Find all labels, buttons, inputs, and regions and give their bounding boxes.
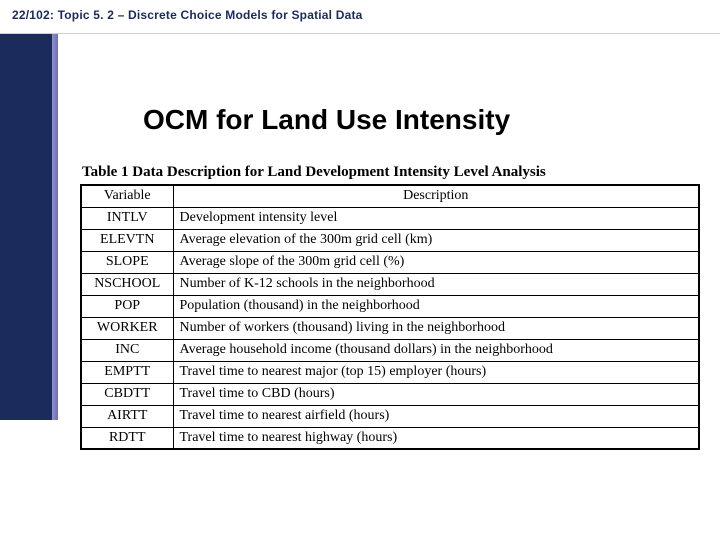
cell-variable: RDTT: [81, 427, 173, 449]
table-row: ELEVTN Average elevation of the 300m gri…: [81, 229, 699, 251]
cell-description: Travel time to nearest major (top 15) em…: [173, 361, 699, 383]
table-row: POP Population (thousand) in the neighbo…: [81, 295, 699, 317]
cell-description: Travel time to CBD (hours): [173, 383, 699, 405]
cell-description: Population (thousand) in the neighborhoo…: [173, 295, 699, 317]
cell-variable: CBDTT: [81, 383, 173, 405]
col-header-variable: Variable: [81, 185, 173, 207]
table-row: CBDTT Travel time to CBD (hours): [81, 383, 699, 405]
cell-description: Average slope of the 300m grid cell (%): [173, 251, 699, 273]
slide-title: OCM for Land Use Intensity: [143, 104, 510, 136]
cell-description: Travel time to nearest airfield (hours): [173, 405, 699, 427]
cell-description: Number of K-12 schools in the neighborho…: [173, 273, 699, 295]
col-header-description: Description: [173, 185, 699, 207]
cell-variable: EMPTT: [81, 361, 173, 383]
cell-variable: WORKER: [81, 317, 173, 339]
table-caption: Table 1 Data Description for Land Develo…: [80, 164, 700, 181]
cell-variable: ELEVTN: [81, 229, 173, 251]
slide-content: OCM for Land Use Intensity Table 1 Data …: [58, 34, 720, 540]
slide-header: 22/102: Topic 5. 2 – Discrete Choice Mod…: [0, 0, 720, 34]
table-row: INC Average household income (thousand d…: [81, 339, 699, 361]
cell-variable: POP: [81, 295, 173, 317]
table-row: NSCHOOL Number of K-12 schools in the ne…: [81, 273, 699, 295]
cell-description: Average household income (thousand dolla…: [173, 339, 699, 361]
cell-variable: NSCHOOL: [81, 273, 173, 295]
cell-description: Development intensity level: [173, 207, 699, 229]
table-row: AIRTT Travel time to nearest airfield (h…: [81, 405, 699, 427]
data-table: Variable Description INTLV Development i…: [80, 184, 700, 450]
cell-description: Average elevation of the 300m grid cell …: [173, 229, 699, 251]
table-header-row: Variable Description: [81, 185, 699, 207]
table-row: SLOPE Average slope of the 300m grid cel…: [81, 251, 699, 273]
table-row: RDTT Travel time to nearest highway (hou…: [81, 427, 699, 449]
sidebar-stripe: [0, 0, 52, 420]
cell-description: Number of workers (thousand) living in t…: [173, 317, 699, 339]
cell-variable: INTLV: [81, 207, 173, 229]
cell-variable: AIRTT: [81, 405, 173, 427]
breadcrumb: 22/102: Topic 5. 2 – Discrete Choice Mod…: [12, 8, 708, 22]
table-row: EMPTT Travel time to nearest major (top …: [81, 361, 699, 383]
table-row: WORKER Number of workers (thousand) livi…: [81, 317, 699, 339]
table-row: INTLV Development intensity level: [81, 207, 699, 229]
cell-description: Travel time to nearest highway (hours): [173, 427, 699, 449]
cell-variable: SLOPE: [81, 251, 173, 273]
cell-variable: INC: [81, 339, 173, 361]
table-container: Table 1 Data Description for Land Develo…: [80, 164, 700, 450]
